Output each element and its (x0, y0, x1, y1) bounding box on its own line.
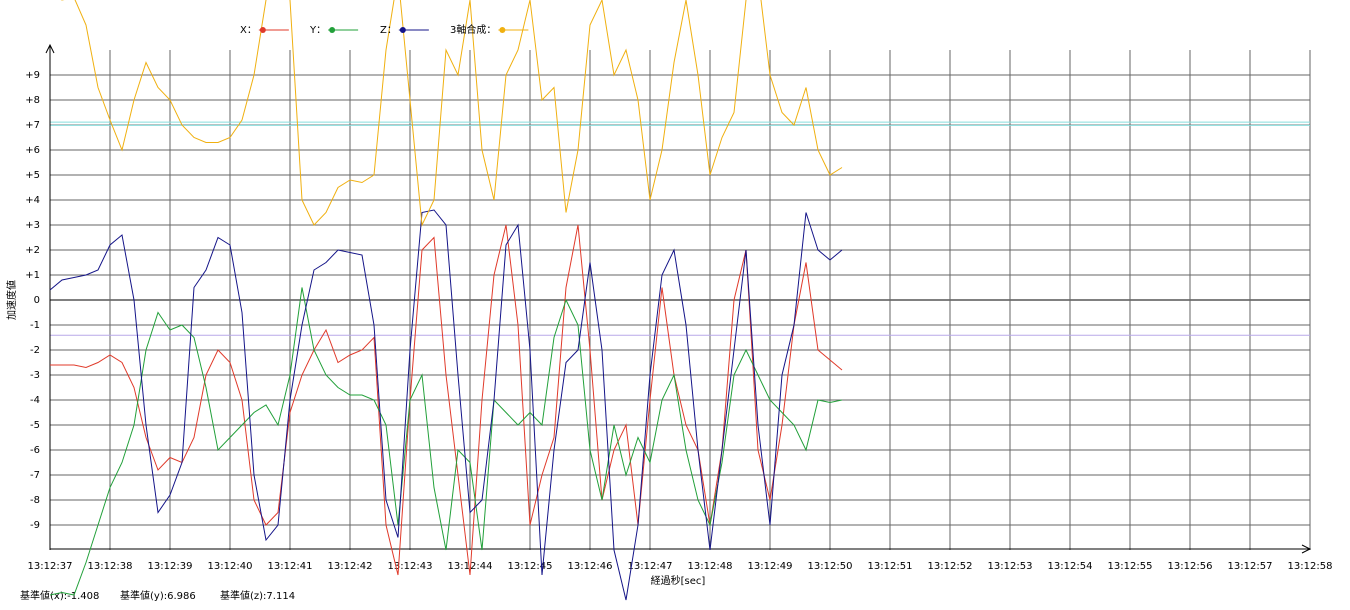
x-tick-label: 13:12:54 (1048, 561, 1093, 572)
y-tick-label: -7 (30, 470, 40, 481)
legend-marker (399, 27, 406, 33)
x-tick-label: 13:12:40 (208, 561, 253, 572)
x-tick-label: 13:12:39 (148, 561, 193, 572)
reference-label: 基準値(z): (220, 589, 266, 602)
y-tick-label: +1 (25, 270, 40, 281)
y-tick-label: -6 (30, 445, 40, 456)
reference-text: 基準値(x):-1.408 (20, 589, 99, 602)
x-tick-label: 13:12:47 (628, 561, 673, 572)
series-line (49, 209, 843, 601)
x-tick-label: 13:12:51 (868, 561, 913, 572)
y-tick-label: -3 (30, 370, 40, 381)
legend-label: Y： (309, 25, 326, 36)
reference-label: 基準値(x): (20, 589, 67, 602)
y-tick-label: 0 (34, 295, 40, 306)
x-tick-label: 13:12:53 (988, 561, 1033, 572)
y-axis-arrow (45, 43, 55, 54)
x-tick-label: 13:12:55 (1108, 561, 1153, 572)
legend-label: 3軸合成： (450, 23, 496, 36)
legend-marker (499, 27, 506, 33)
y-tick-label: -1 (30, 320, 40, 331)
x-axis-arrow (1301, 544, 1312, 554)
series-line (60, 0, 843, 227)
x-tick-label: 13:12:44 (448, 561, 493, 572)
x-tick-label: 13:12:57 (1228, 561, 1273, 572)
x-axis-label: 経過秒[sec] (651, 574, 706, 587)
y-tick-label: +7 (25, 120, 40, 131)
y-tick-label: -4 (30, 395, 40, 406)
x-tick-label: 13:12:56 (1168, 561, 1213, 572)
reference-value: 7.114 (266, 591, 295, 602)
series-line (49, 287, 843, 596)
x-tick-label: 13:12:50 (808, 561, 853, 572)
y-tick-label: +5 (25, 170, 40, 181)
x-tick-label: 13:12:43 (388, 561, 433, 572)
reference-value: -1.408 (67, 591, 99, 602)
x-tick-label: 13:12:49 (748, 561, 793, 572)
y-tick-label: -9 (30, 520, 40, 531)
reference-label: 基準値(y): (120, 589, 167, 602)
y-tick-label: +2 (25, 245, 40, 256)
x-tick-label: 13:12:45 (508, 561, 553, 572)
x-tick-label: 13:12:48 (688, 561, 733, 572)
legend-marker (329, 27, 336, 33)
x-tick-label: 13:12:52 (928, 561, 973, 572)
y-axis-label: 加速度値 (5, 280, 18, 320)
y-tick-label: -2 (30, 345, 40, 356)
legend-label: Z： (380, 25, 397, 36)
y-tick-label: -8 (30, 495, 40, 506)
reference-value: 6.986 (167, 591, 196, 602)
y-tick-label: +6 (25, 145, 40, 156)
y-tick-label: +3 (25, 220, 40, 231)
y-tick-label: +9 (25, 70, 40, 81)
reference-text: 基準値(z):7.114 (220, 589, 295, 602)
x-tick-label: 13:12:41 (268, 561, 313, 572)
x-tick-label: 13:12:46 (568, 561, 613, 572)
y-tick-label: -5 (30, 420, 40, 431)
x-tick-label: 13:12:42 (328, 561, 373, 572)
x-tick-label: 13:12:37 (28, 561, 73, 572)
x-tick-label: 13:12:58 (1288, 561, 1333, 572)
reference-text: 基準値(y):6.986 (120, 589, 196, 602)
x-tick-label: 13:12:38 (88, 561, 133, 572)
y-tick-label: +4 (25, 195, 40, 206)
y-tick-label: +8 (25, 95, 40, 106)
legend-marker (259, 27, 266, 33)
legend-label: X： (240, 25, 257, 36)
